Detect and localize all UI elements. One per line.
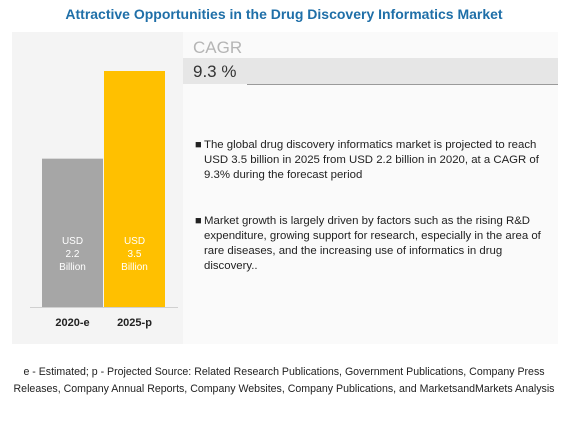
cagr-value: 9.3 % [193,62,237,81]
bar-data-label: 3.5 [128,249,142,260]
bar-data-label: USD [124,236,145,247]
bar-2020-e [42,158,103,307]
bar-chart: USD 2.2 Billion 2020-e USD 3.5 Billion 2025-p [30,71,178,329]
source-note: e - Estimated; p - Projected Source: Rel… [13,366,555,395]
page-title: Attractive Opportunities in the Drug Dis… [65,6,503,22]
bar-data-label: Billion [59,262,86,273]
cagr-divider [247,84,558,85]
bullet-text: The global drug discovery informatics ma… [204,139,539,181]
x-tick-label: 2025-p [117,317,152,329]
cagr-box [183,58,558,84]
cagr-label: CAGR [193,38,243,57]
bullet-icon: ■ [195,215,202,227]
bar-data-label: USD [62,236,83,247]
bullet-icon: ■ [195,139,202,151]
bullet-text: Market growth is largely driven by facto… [204,215,541,272]
bar-2025-p [104,71,165,307]
bullet-point-1: ■ The global drug discovery informatics … [195,138,545,183]
bar-data-label: Billion [121,262,148,273]
x-tick-label: 2020-e [55,317,89,329]
bar-data-label: 2.2 [66,249,80,260]
bullet-point-2: ■ Market growth is largely driven by fac… [195,214,545,274]
